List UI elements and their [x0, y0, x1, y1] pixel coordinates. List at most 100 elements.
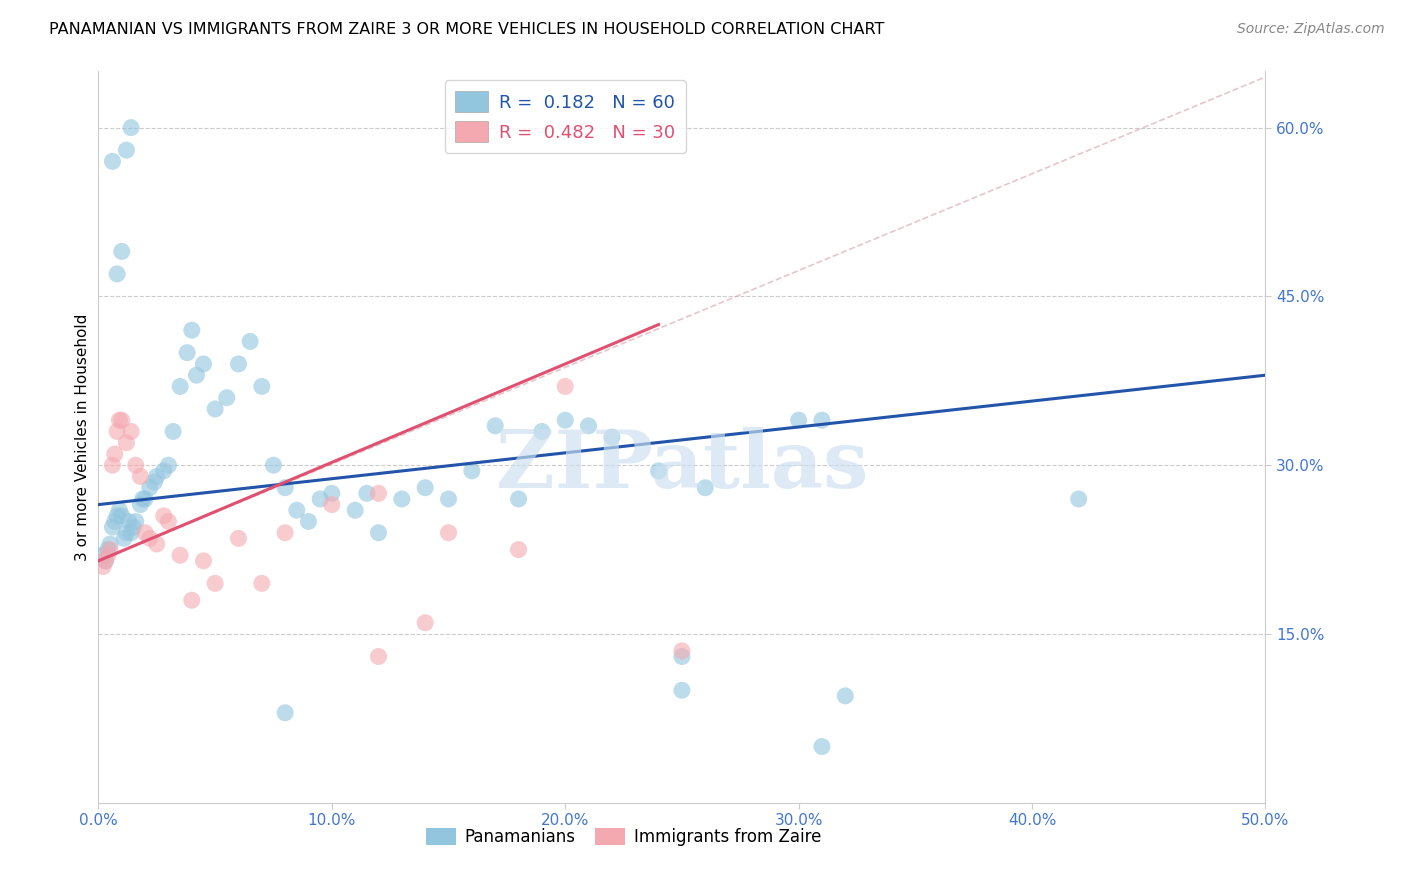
- Point: [321, 486, 343, 500]
- Point: [671, 649, 693, 664]
- Point: [101, 154, 124, 169]
- Point: [115, 435, 138, 450]
- Point: [146, 469, 169, 483]
- Point: [120, 425, 142, 439]
- Point: [834, 689, 856, 703]
- Point: [508, 491, 530, 506]
- Point: [367, 525, 389, 540]
- Text: Source: ZipAtlas.com: Source: ZipAtlas.com: [1237, 22, 1385, 37]
- Point: [129, 498, 152, 512]
- Point: [647, 464, 669, 478]
- Point: [413, 615, 436, 630]
- Point: [134, 525, 156, 540]
- Legend: Panamanians, Immigrants from Zaire: Panamanians, Immigrants from Zaire: [419, 822, 828, 853]
- Text: PANAMANIAN VS IMMIGRANTS FROM ZAIRE 3 OR MORE VEHICLES IN HOUSEHOLD CORRELATION : PANAMANIAN VS IMMIGRANTS FROM ZAIRE 3 OR…: [49, 22, 884, 37]
- Point: [125, 515, 148, 529]
- Point: [554, 413, 576, 427]
- Point: [105, 508, 128, 523]
- Point: [157, 458, 180, 473]
- Point: [162, 425, 184, 439]
- Point: [146, 537, 169, 551]
- Text: ZIPatlas: ZIPatlas: [496, 427, 868, 506]
- Point: [152, 508, 174, 523]
- Point: [695, 481, 717, 495]
- Point: [204, 576, 226, 591]
- Point: [108, 413, 131, 427]
- Point: [91, 559, 114, 574]
- Point: [98, 542, 121, 557]
- Point: [437, 525, 460, 540]
- Point: [104, 515, 127, 529]
- Point: [152, 464, 174, 478]
- Point: [111, 244, 134, 259]
- Point: [139, 481, 162, 495]
- Point: [344, 503, 367, 517]
- Point: [143, 475, 166, 489]
- Point: [97, 542, 120, 557]
- Point: [461, 464, 484, 478]
- Point: [508, 542, 530, 557]
- Point: [274, 706, 297, 720]
- Point: [122, 520, 145, 534]
- Point: [413, 481, 436, 495]
- Point: [180, 593, 202, 607]
- Point: [671, 644, 693, 658]
- Point: [484, 418, 506, 433]
- Point: [204, 401, 226, 416]
- Point: [356, 486, 378, 500]
- Point: [129, 469, 152, 483]
- Point: [180, 323, 202, 337]
- Point: [115, 525, 138, 540]
- Point: [600, 430, 623, 444]
- Point: [274, 525, 297, 540]
- Point: [132, 491, 155, 506]
- Point: [91, 548, 114, 562]
- Point: [94, 554, 117, 568]
- Point: [134, 491, 156, 506]
- Point: [169, 379, 191, 393]
- Point: [578, 418, 600, 433]
- Point: [104, 447, 127, 461]
- Point: [111, 413, 134, 427]
- Point: [120, 525, 142, 540]
- Point: [169, 548, 191, 562]
- Point: [105, 425, 128, 439]
- Point: [97, 548, 120, 562]
- Point: [250, 379, 273, 393]
- Point: [239, 334, 262, 349]
- Point: [437, 491, 460, 506]
- Point: [274, 481, 297, 495]
- Point: [250, 576, 273, 591]
- Point: [193, 357, 215, 371]
- Point: [1067, 491, 1090, 506]
- Point: [101, 520, 124, 534]
- Point: [157, 515, 180, 529]
- Point: [391, 491, 413, 506]
- Point: [101, 458, 124, 473]
- Y-axis label: 3 or more Vehicles in Household: 3 or more Vehicles in Household: [75, 313, 90, 561]
- Point: [530, 425, 553, 439]
- Point: [554, 379, 576, 393]
- Point: [193, 554, 215, 568]
- Point: [108, 503, 131, 517]
- Point: [94, 554, 117, 568]
- Point: [105, 267, 128, 281]
- Point: [111, 508, 134, 523]
- Point: [186, 368, 208, 383]
- Point: [139, 532, 162, 546]
- Point: [811, 413, 834, 427]
- Point: [309, 491, 332, 506]
- Point: [176, 345, 198, 359]
- Point: [228, 532, 250, 546]
- Point: [787, 413, 810, 427]
- Point: [215, 391, 238, 405]
- Point: [125, 458, 148, 473]
- Point: [811, 739, 834, 754]
- Point: [262, 458, 284, 473]
- Point: [98, 537, 121, 551]
- Point: [120, 120, 142, 135]
- Point: [671, 683, 693, 698]
- Point: [367, 649, 389, 664]
- Point: [285, 503, 308, 517]
- Point: [297, 515, 319, 529]
